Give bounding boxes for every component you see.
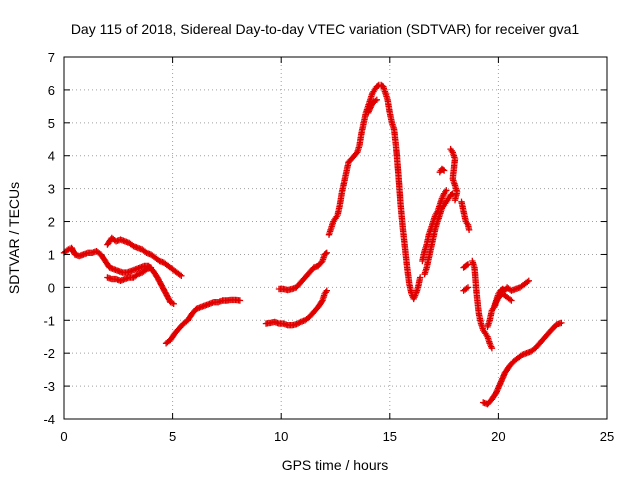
data-point-markers bbox=[262, 287, 330, 329]
y-tick-label: 3 bbox=[48, 182, 55, 197]
series-seg18 bbox=[484, 290, 515, 331]
data-point-markers bbox=[469, 257, 496, 352]
data-point-markers bbox=[484, 290, 515, 331]
series-seg14 bbox=[460, 261, 472, 271]
data-point-markers bbox=[325, 81, 424, 303]
y-tick-label: 1 bbox=[48, 247, 55, 262]
series-seg3 bbox=[104, 264, 155, 284]
series-seg6 bbox=[275, 249, 330, 294]
y-tick-label: -4 bbox=[43, 412, 55, 427]
axis-ticks: 0 5 10 15 20 25 -4 -3 -2 -1 0 1 2 3 4 5 6 7 bbox=[43, 50, 614, 444]
series-seg2 bbox=[104, 234, 185, 279]
y-axis-label: SDTVAR / TECUs bbox=[6, 182, 22, 294]
series-seg9 bbox=[419, 187, 450, 265]
data-point-markers bbox=[460, 284, 472, 294]
series-seg12 bbox=[447, 145, 461, 204]
data-point-markers bbox=[60, 244, 177, 307]
data-marks bbox=[60, 81, 565, 408]
y-tick-label: 6 bbox=[48, 83, 55, 98]
series-seg19 bbox=[480, 319, 565, 408]
data-point-markers bbox=[162, 296, 244, 347]
series-seg1 bbox=[60, 244, 177, 307]
series-seg7 bbox=[325, 81, 424, 303]
x-tick-label: 20 bbox=[491, 429, 505, 444]
series-seg15 bbox=[460, 284, 472, 294]
series-seg4 bbox=[162, 296, 244, 347]
x-tick-label: 0 bbox=[60, 429, 67, 444]
data-point-markers bbox=[436, 165, 448, 176]
y-tick-label: 5 bbox=[48, 116, 55, 131]
data-point-markers bbox=[480, 319, 565, 408]
series-seg5 bbox=[262, 287, 330, 329]
y-tick-label: -1 bbox=[43, 313, 55, 328]
data-point-markers bbox=[104, 234, 185, 279]
data-point-markers bbox=[104, 264, 155, 284]
x-tick-label: 10 bbox=[274, 429, 288, 444]
x-tick-label: 5 bbox=[169, 429, 176, 444]
y-tick-label: 4 bbox=[48, 149, 55, 164]
data-point-markers bbox=[275, 249, 330, 294]
series-seg11 bbox=[436, 165, 448, 176]
y-tick-label: 2 bbox=[48, 215, 55, 230]
series-seg8 bbox=[364, 96, 380, 117]
plot-frame bbox=[63, 56, 608, 420]
y-tick-label: 7 bbox=[48, 50, 55, 65]
data-point-markers bbox=[447, 145, 461, 204]
data-point-markers bbox=[460, 261, 472, 271]
y-tick-label: -2 bbox=[43, 346, 55, 361]
series-seg13 bbox=[458, 198, 473, 233]
grid bbox=[64, 57, 607, 419]
data-point-markers bbox=[458, 198, 473, 233]
y-tick-label: 0 bbox=[48, 280, 55, 295]
series-seg10 bbox=[421, 190, 456, 278]
series-seg16 bbox=[469, 257, 496, 352]
data-point-markers bbox=[419, 187, 450, 265]
chart-title: Day 115 of 2018, Sidereal Day-to-day VTE… bbox=[71, 21, 580, 37]
data-point-markers bbox=[421, 190, 456, 278]
x-axis-label: GPS time / hours bbox=[282, 457, 389, 473]
y-tick-label: -3 bbox=[43, 379, 55, 394]
x-tick-label: 15 bbox=[383, 429, 397, 444]
x-tick-label: 25 bbox=[600, 429, 614, 444]
data-point-markers bbox=[364, 96, 380, 117]
